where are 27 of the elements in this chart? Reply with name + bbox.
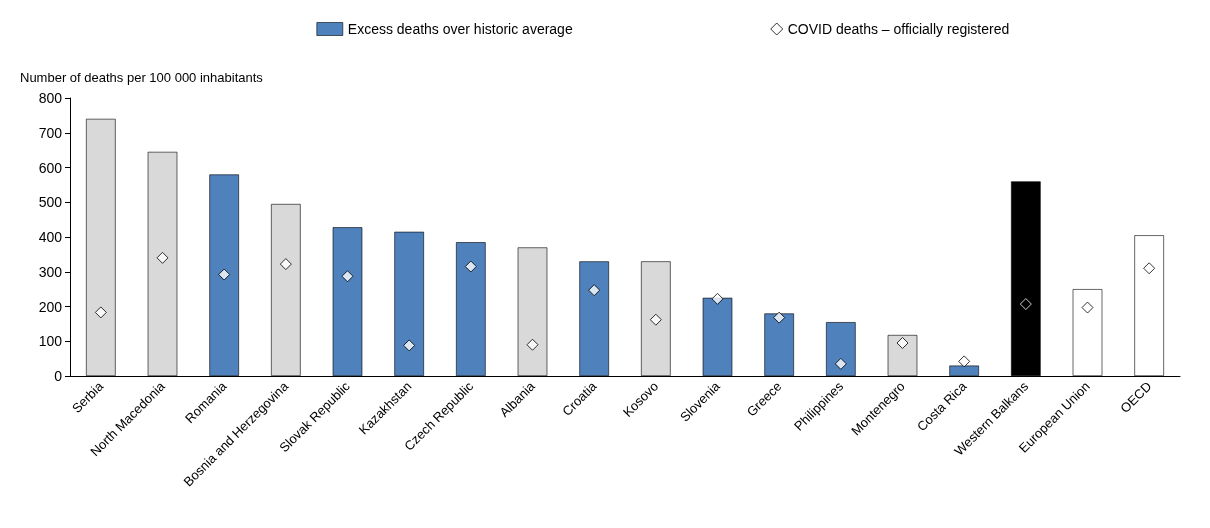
y-tick-label: 700 [38,124,63,141]
y-tick-label: 600 [38,159,63,176]
legend-label: COVID deaths – officially registered [787,21,1010,37]
point [403,339,416,352]
point [526,338,539,351]
point [649,313,662,326]
point [773,311,786,324]
y-tick-label: 800 [38,90,63,106]
y-tick-label: 300 [38,263,63,280]
y-tick-label: 500 [38,194,63,211]
y-tick-label: 100 [38,333,63,350]
point [588,284,601,297]
y-tick-label: 0 [54,368,63,384]
point [156,251,169,264]
y-tick-label: 200 [38,298,63,315]
y-tick-label: 400 [38,229,63,245]
legend-label: Excess deaths over historic average [347,21,573,37]
point [464,260,477,273]
point [711,292,724,305]
point [218,268,231,281]
point [341,270,354,283]
point [1019,298,1032,311]
point [896,336,909,349]
point [94,306,107,319]
point [834,357,847,370]
point [279,258,292,271]
y-axis-title: Number of deaths per 100 000 inhabitants [20,70,264,85]
